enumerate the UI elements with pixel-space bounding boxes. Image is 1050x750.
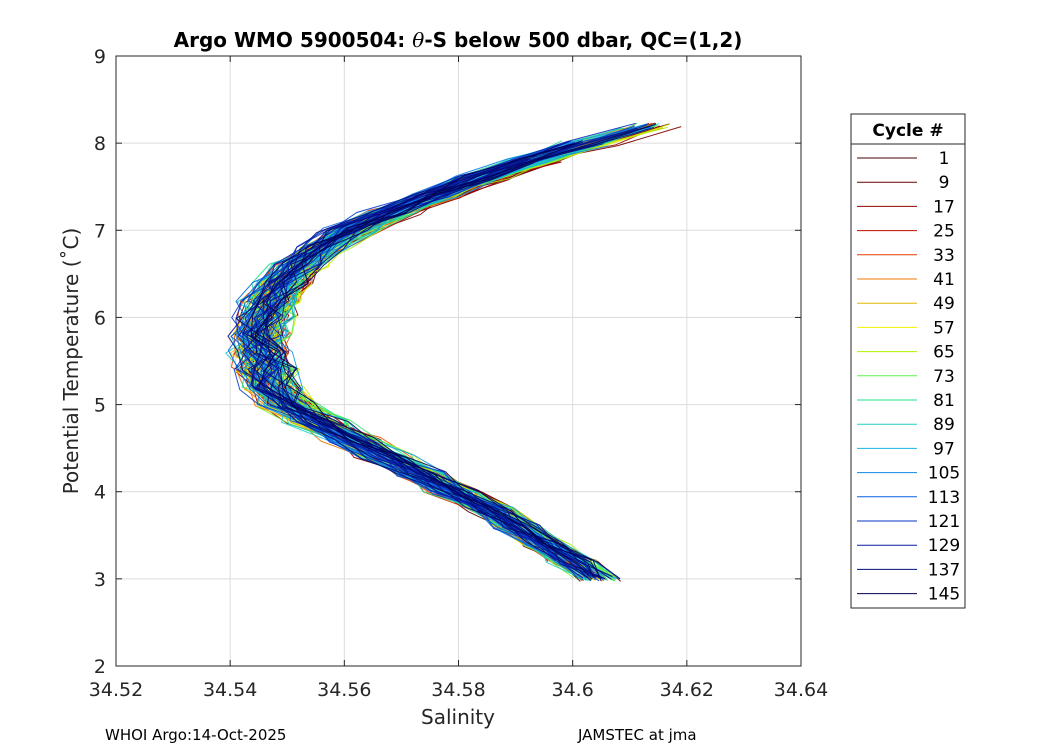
y-tick-label: 4 xyxy=(94,482,106,504)
legend-label: 105 xyxy=(928,464,960,484)
legend-label: 33 xyxy=(933,246,955,266)
profile-line xyxy=(250,143,593,580)
y-tick-label: 3 xyxy=(94,569,106,591)
profile-line xyxy=(249,158,594,578)
y-axis-label: Potential Temperature (˚C) xyxy=(59,228,83,495)
legend-box xyxy=(850,113,966,609)
x-tick-label: 34.58 xyxy=(431,679,485,701)
profile-line xyxy=(255,126,649,578)
profile-line xyxy=(254,162,621,580)
legend-title: Cycle # xyxy=(872,121,943,141)
y-tick-label: 9 xyxy=(94,46,106,68)
chart-title-rest: -S below 500 dbar, QC=(1,2) xyxy=(424,28,742,52)
profile-series xyxy=(225,122,682,582)
legend-label: 73 xyxy=(933,367,955,387)
y-tick-label: 6 xyxy=(94,307,106,329)
chart-title: Argo WMO 5900504: θ-S below 500 dbar, QC… xyxy=(174,28,743,52)
y-tick-label: 7 xyxy=(94,220,106,242)
chart-title-main: Argo WMO 5900504: xyxy=(174,28,413,52)
legend-label: 81 xyxy=(933,391,955,411)
profile-line xyxy=(227,144,589,579)
profile-line xyxy=(253,161,606,580)
x-tick-label: 34.56 xyxy=(317,679,371,701)
y-tick-label: 8 xyxy=(94,133,106,155)
legend: Cycle # 1 9 17 25 33 41 49 57 65 73 81 89 97 105 113 12… xyxy=(850,113,966,609)
legend-label: 89 xyxy=(933,415,955,435)
x-tick-label: 34.54 xyxy=(203,679,257,701)
legend-label: 145 xyxy=(928,585,960,605)
y-tick-label: 5 xyxy=(94,395,106,417)
chart-title-theta: θ xyxy=(412,28,424,52)
x-axis-label: Salinity xyxy=(421,705,495,729)
legend-label: 25 xyxy=(933,222,955,242)
x-tick-label: 34.62 xyxy=(660,679,714,701)
legend-label: 17 xyxy=(933,197,955,217)
y-tick-label: 2 xyxy=(94,656,106,678)
legend-label: 129 xyxy=(928,536,960,556)
footer-source: WHOI Argo:14-Oct-2025 xyxy=(105,726,287,744)
legend-label: 41 xyxy=(933,270,955,290)
x-tick-label: 34.6 xyxy=(552,679,594,701)
legend-label: 97 xyxy=(933,439,955,459)
legend-label: 49 xyxy=(933,294,955,314)
legend-label: 57 xyxy=(933,318,955,338)
legend-label: 9 xyxy=(939,173,950,193)
grid-lines xyxy=(116,56,801,666)
legend-label: 137 xyxy=(928,560,960,580)
legend-entries: 1 9 17 25 33 41 49 57 65 73 81 89 97 105 113 121 129 137 1… xyxy=(857,149,960,605)
profile-line xyxy=(241,161,556,561)
profile-line xyxy=(264,123,657,577)
footer-credit: JAMSTEC at jma xyxy=(578,726,697,744)
legend-label: 65 xyxy=(933,343,955,363)
x-tick-label: 34.52 xyxy=(89,679,143,701)
legend-label: 1 xyxy=(939,149,950,169)
legend-label: 121 xyxy=(928,512,960,532)
x-tick-label: 34.64 xyxy=(774,679,828,701)
axis-ticks: 34.52 34.54 34.56 34.58 34.6 34.62 34.64 2 3 4 5 6 7… xyxy=(89,46,828,701)
legend-label: 113 xyxy=(928,488,960,508)
